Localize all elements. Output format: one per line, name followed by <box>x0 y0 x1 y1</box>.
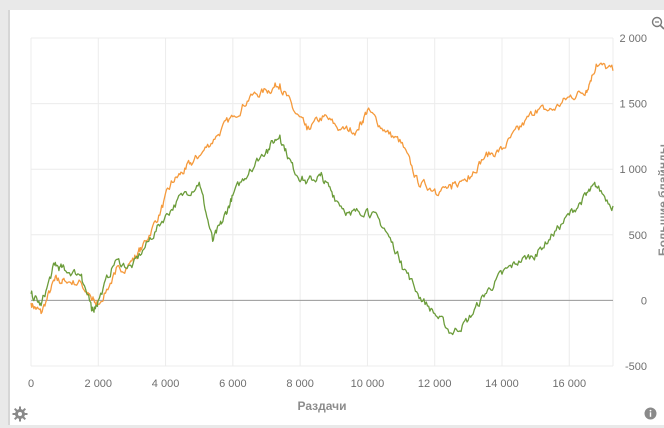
chart-panel <box>8 10 664 425</box>
y-tick-label: 2 000 <box>619 33 647 45</box>
x-tick-label: 6 000 <box>219 378 247 390</box>
y-tick-label: -500 <box>625 361 647 373</box>
x-tick-labels: 0 2 000 4 000 6 000 8 000 10 000 12 000 14 000 1… <box>28 378 586 390</box>
y-tick-label: 1 500 <box>619 99 647 111</box>
x-axis-title: Раздачи <box>298 399 347 413</box>
x-tick-label: 8 000 <box>286 378 314 390</box>
x-tick-label: 0 <box>28 378 34 390</box>
x-tick-label: 16 000 <box>552 378 586 390</box>
x-tick-label: 14 000 <box>485 378 519 390</box>
gear-icon[interactable] <box>12 406 28 422</box>
y-tick-label: 500 <box>629 230 647 242</box>
y-axis-title: Большие блайнды <box>656 144 664 256</box>
x-tick-label: 2 000 <box>85 378 113 390</box>
y-tick-labels: 2 000 1 500 1 000 500 0 -500 <box>619 33 647 373</box>
x-tick-label: 12 000 <box>418 378 452 390</box>
series-line-2 <box>30 134 614 336</box>
gridlines <box>30 37 614 367</box>
y-tick-label: 1 000 <box>619 164 647 176</box>
series-line-1 <box>30 62 614 315</box>
y-tick-label: 0 <box>641 295 647 307</box>
x-tick-label: 10 000 <box>351 378 385 390</box>
info-icon[interactable] <box>644 407 657 420</box>
zoom-icon[interactable] <box>651 16 664 30</box>
x-tick-label: 4 000 <box>152 378 180 390</box>
series-group <box>30 62 614 336</box>
